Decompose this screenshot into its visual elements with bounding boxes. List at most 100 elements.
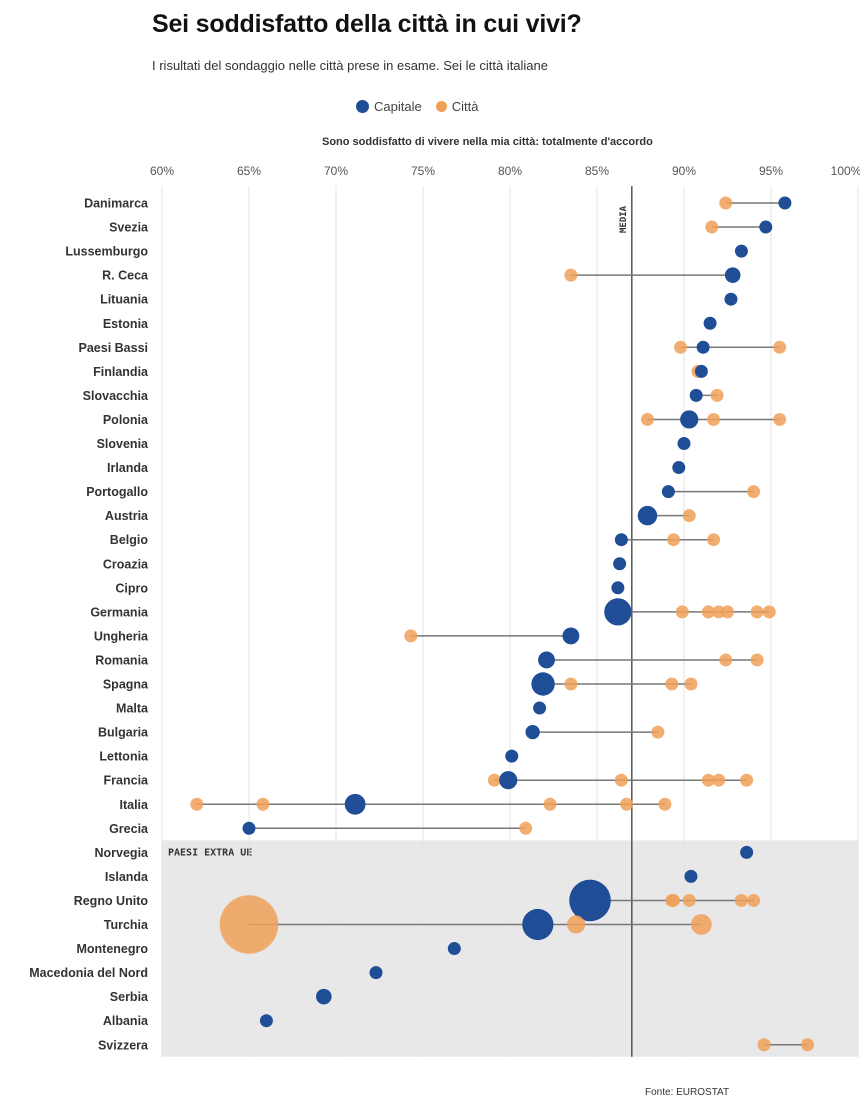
- city-point: [691, 914, 712, 935]
- capital-point: [505, 749, 519, 763]
- city-point: [519, 821, 533, 835]
- city-point: [682, 893, 696, 907]
- city-point: [701, 773, 715, 787]
- x-tick-label: 60%: [150, 164, 174, 178]
- city-point: [801, 1038, 815, 1052]
- country-label: Germania: [90, 605, 149, 619]
- country-label: Macedonia del Nord: [29, 966, 148, 980]
- x-axis-title: Sono soddisfatto di vivere nella mia cit…: [322, 136, 653, 148]
- city-point: [684, 677, 698, 691]
- city-point: [614, 773, 628, 787]
- country-label: Polonia: [103, 413, 149, 427]
- capital-point: [242, 821, 256, 835]
- city-point: [567, 915, 586, 934]
- country-label: Belgio: [110, 533, 149, 547]
- capital-point: [531, 672, 555, 696]
- capital-point: [778, 196, 792, 210]
- capital-point: [614, 533, 628, 547]
- capital-point: [569, 879, 611, 922]
- city-point: [747, 893, 761, 907]
- capital-point: [740, 845, 754, 859]
- city-point: [667, 533, 681, 547]
- capital-point: [689, 388, 703, 402]
- city-point: [750, 653, 764, 667]
- legend-city-label: Città: [451, 99, 479, 114]
- city-point: [719, 653, 733, 667]
- x-tick-label: 80%: [498, 164, 522, 178]
- x-tick-label: 70%: [324, 164, 348, 178]
- city-point: [190, 797, 204, 811]
- country-label: Slovenia: [97, 437, 149, 451]
- country-label: Ungheria: [94, 629, 149, 643]
- city-point: [675, 605, 689, 619]
- x-tick-label: 95%: [759, 164, 783, 178]
- country-label: R. Ceca: [102, 269, 149, 283]
- capital-point: [611, 581, 625, 595]
- chart-legend: Capitale Città: [356, 99, 492, 114]
- country-label: Portogallo: [86, 485, 148, 499]
- legend-city-marker-icon: [435, 101, 447, 112]
- country-label: Svezia: [109, 221, 149, 235]
- capital-point: [661, 485, 675, 499]
- country-label: Italia: [120, 798, 150, 812]
- city-point: [721, 605, 734, 619]
- capital-point: [562, 627, 580, 645]
- country-label: Danimarca: [84, 197, 149, 211]
- capital-point: [499, 771, 518, 790]
- capital-point: [696, 340, 710, 354]
- city-point: [682, 509, 696, 523]
- country-label: Lettonia: [99, 750, 149, 764]
- source-credit: Fonte: EUROSTAT: [645, 1087, 730, 1098]
- country-label: Norvegia: [95, 846, 150, 860]
- country-label: Romania: [95, 653, 149, 667]
- x-tick-label: 65%: [237, 164, 261, 178]
- country-label: Cipro: [115, 581, 148, 595]
- city-point: [665, 677, 679, 691]
- country-label: Paesi Bassi: [79, 341, 149, 355]
- country-label: Islanda: [105, 870, 149, 884]
- capital-point: [680, 410, 699, 429]
- capital-point: [344, 793, 366, 815]
- city-point: [705, 220, 719, 234]
- x-tick-label: 85%: [585, 164, 609, 178]
- country-label: Spagna: [103, 678, 149, 692]
- city-point: [674, 340, 688, 354]
- median-label: MEDIA: [619, 205, 629, 233]
- city-point: [757, 1038, 771, 1052]
- x-tick-label: 90%: [672, 164, 696, 178]
- x-tick-label: 100%: [831, 164, 860, 178]
- chart-title: Sei soddisfatto della città in cui vivi?: [152, 10, 582, 38]
- country-label: Serbia: [110, 990, 149, 1004]
- capital-point: [604, 598, 632, 626]
- extra-ue-label: PAESI EXTRA UE: [168, 847, 252, 858]
- capital-point: [724, 292, 738, 306]
- country-label: Irlanda: [107, 461, 149, 475]
- legend-item-city: Città: [435, 99, 479, 114]
- country-label: Estonia: [103, 317, 149, 331]
- capital-point: [759, 220, 773, 234]
- country-label: Montenegro: [76, 942, 148, 956]
- x-tick-label: 75%: [411, 164, 435, 178]
- city-point: [710, 388, 724, 402]
- city-point: [747, 485, 761, 499]
- capital-point: [316, 988, 332, 1005]
- city-point: [564, 677, 578, 691]
- capital-point: [677, 437, 691, 450]
- capital-point: [259, 1014, 273, 1028]
- city-point: [740, 773, 754, 787]
- city-point: [487, 773, 501, 787]
- country-label: Svizzera: [98, 1038, 149, 1052]
- city-point: [750, 605, 764, 619]
- city-point: [640, 412, 654, 426]
- country-label: Turchia: [104, 918, 149, 932]
- country-label: Croazia: [103, 557, 149, 571]
- country-label: Regno Unito: [74, 894, 149, 908]
- country-label: Francia: [104, 774, 150, 788]
- city-point: [712, 773, 726, 787]
- capital-point: [703, 316, 717, 330]
- country-label: Grecia: [109, 822, 149, 836]
- city-point: [543, 797, 557, 811]
- country-label: Malta: [116, 702, 149, 716]
- legend-item-capital: Capitale: [356, 99, 422, 114]
